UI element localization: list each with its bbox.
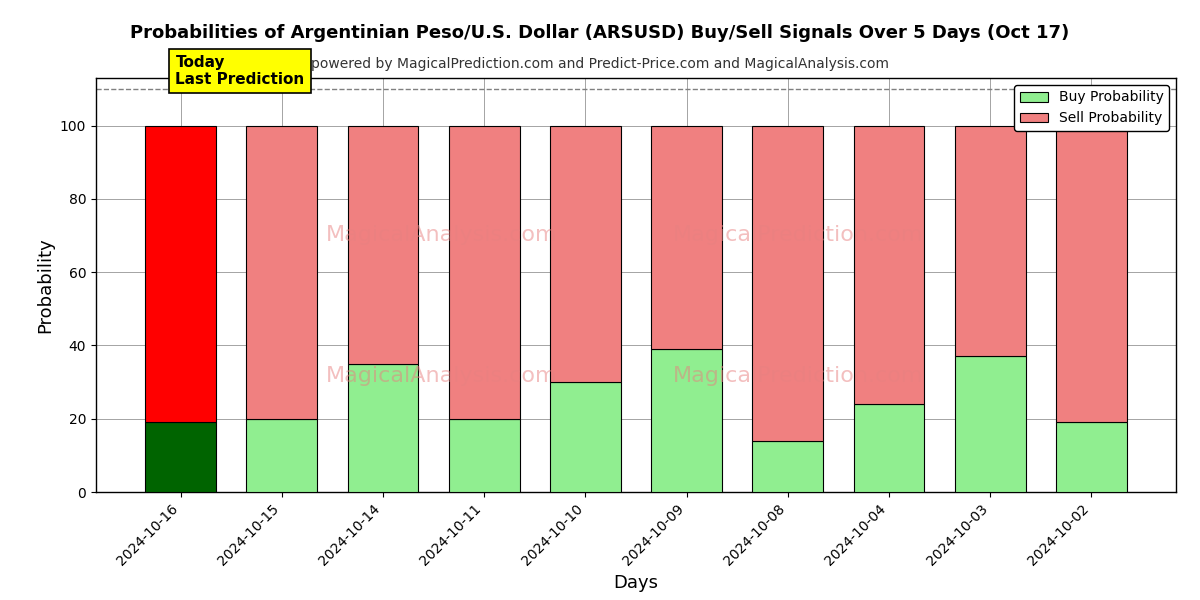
Text: Probabilities of Argentinian Peso/U.S. Dollar (ARSUSD) Buy/Sell Signals Over 5 D: Probabilities of Argentinian Peso/U.S. D… — [131, 24, 1069, 42]
Legend: Buy Probability, Sell Probability: Buy Probability, Sell Probability — [1014, 85, 1169, 131]
Text: powered by MagicalPrediction.com and Predict-Price.com and MagicalAnalysis.com: powered by MagicalPrediction.com and Pre… — [311, 57, 889, 71]
Text: MagicalPrediction.com: MagicalPrediction.com — [673, 226, 923, 245]
Bar — [1056, 422, 1127, 492]
Bar — [955, 356, 1026, 492]
Text: MagicalPrediction.com: MagicalPrediction.com — [673, 366, 923, 386]
Bar — [246, 419, 317, 492]
Bar — [550, 382, 620, 492]
Bar — [652, 349, 722, 492]
Y-axis label: Probability: Probability — [36, 237, 54, 333]
Bar — [955, 125, 1026, 356]
Bar — [449, 419, 520, 492]
Bar — [348, 125, 419, 364]
Bar — [853, 125, 924, 404]
Bar — [752, 125, 823, 441]
Bar — [449, 125, 520, 419]
X-axis label: Days: Days — [613, 574, 659, 592]
Bar — [145, 422, 216, 492]
Bar — [1056, 125, 1127, 422]
Bar — [246, 125, 317, 419]
Bar — [853, 404, 924, 492]
Bar — [550, 125, 620, 382]
Bar — [348, 364, 419, 492]
Text: MagicalAnalysis.com: MagicalAnalysis.com — [325, 226, 558, 245]
Bar — [145, 125, 216, 422]
Bar — [652, 125, 722, 349]
Text: MagicalAnalysis.com: MagicalAnalysis.com — [325, 366, 558, 386]
Text: Today
Last Prediction: Today Last Prediction — [175, 55, 305, 87]
Bar — [752, 441, 823, 492]
